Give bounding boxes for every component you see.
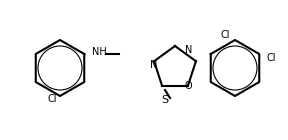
Text: Cl: Cl: [266, 53, 276, 63]
Text: Cl: Cl: [220, 30, 230, 40]
Text: NH: NH: [92, 47, 107, 57]
Text: Cl: Cl: [47, 94, 57, 104]
Text: S: S: [162, 95, 168, 105]
Text: N: N: [185, 45, 192, 55]
Text: O: O: [184, 81, 192, 91]
Text: N: N: [150, 60, 158, 70]
